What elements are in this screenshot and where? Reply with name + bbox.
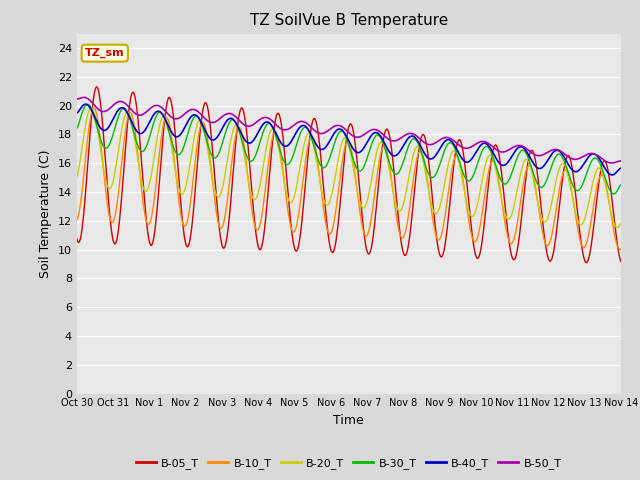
B-30_T bbox=[135, 145, 143, 151]
B-40_T bbox=[135, 130, 143, 136]
B-50_T bbox=[607, 160, 614, 166]
B-10_T bbox=[73, 217, 81, 223]
B-40_T bbox=[548, 151, 556, 157]
B-40_T bbox=[282, 144, 289, 149]
B-10_T bbox=[607, 206, 614, 212]
B-30_T bbox=[607, 188, 614, 194]
B-10_T bbox=[305, 138, 313, 144]
B-20_T bbox=[73, 174, 81, 180]
X-axis label: Time: Time bbox=[333, 414, 364, 427]
B-50_T bbox=[282, 127, 289, 133]
B-20_T bbox=[305, 131, 313, 136]
B-30_T bbox=[282, 161, 289, 167]
B-20_T bbox=[617, 220, 625, 226]
B-20_T bbox=[548, 200, 556, 205]
B-40_T bbox=[617, 166, 625, 171]
B-05_T bbox=[135, 128, 143, 133]
B-40_T bbox=[608, 172, 616, 178]
B-30_T bbox=[305, 129, 313, 135]
B-50_T bbox=[305, 122, 313, 128]
B-05_T bbox=[548, 256, 556, 262]
B-10_T bbox=[617, 246, 625, 252]
B-50_T bbox=[80, 95, 88, 100]
Title: TZ SoilVue B Temperature: TZ SoilVue B Temperature bbox=[250, 13, 448, 28]
B-30_T bbox=[84, 101, 92, 107]
B-20_T bbox=[135, 165, 143, 170]
B-50_T bbox=[135, 112, 143, 118]
Line: B-50_T: B-50_T bbox=[77, 97, 621, 163]
B-10_T bbox=[282, 190, 289, 195]
B-40_T bbox=[168, 129, 175, 134]
B-20_T bbox=[282, 186, 289, 192]
B-30_T bbox=[610, 191, 618, 197]
Text: TZ_sm: TZ_sm bbox=[85, 48, 125, 58]
Line: B-40_T: B-40_T bbox=[77, 104, 621, 175]
B-50_T bbox=[73, 96, 81, 102]
B-40_T bbox=[607, 171, 614, 177]
B-20_T bbox=[87, 105, 95, 110]
B-30_T bbox=[548, 163, 556, 169]
B-50_T bbox=[608, 160, 616, 166]
B-20_T bbox=[607, 206, 614, 212]
Line: B-05_T: B-05_T bbox=[77, 87, 621, 263]
B-50_T bbox=[617, 158, 625, 164]
B-20_T bbox=[168, 142, 175, 148]
B-30_T bbox=[168, 138, 175, 144]
B-10_T bbox=[168, 132, 175, 138]
B-05_T bbox=[582, 260, 590, 265]
B-10_T bbox=[90, 105, 98, 111]
B-40_T bbox=[305, 128, 313, 134]
Y-axis label: Soil Temperature (C): Soil Temperature (C) bbox=[39, 149, 52, 278]
Line: B-20_T: B-20_T bbox=[77, 108, 621, 228]
B-05_T bbox=[617, 259, 625, 264]
Line: B-10_T: B-10_T bbox=[77, 108, 621, 250]
B-10_T bbox=[548, 233, 556, 239]
B-05_T bbox=[93, 84, 100, 90]
B-50_T bbox=[168, 114, 175, 120]
B-10_T bbox=[135, 163, 143, 168]
B-40_T bbox=[82, 101, 90, 107]
B-30_T bbox=[617, 182, 625, 188]
B-05_T bbox=[305, 140, 313, 146]
B-05_T bbox=[282, 161, 289, 167]
B-20_T bbox=[613, 225, 621, 230]
B-50_T bbox=[548, 147, 556, 153]
Line: B-30_T: B-30_T bbox=[77, 104, 621, 194]
B-10_T bbox=[616, 247, 624, 252]
B-05_T bbox=[607, 184, 614, 190]
B-40_T bbox=[73, 110, 81, 116]
B-05_T bbox=[168, 99, 175, 105]
Legend: B-05_T, B-10_T, B-20_T, B-30_T, B-40_T, B-50_T: B-05_T, B-10_T, B-20_T, B-30_T, B-40_T, … bbox=[131, 453, 566, 473]
B-30_T bbox=[73, 125, 81, 131]
B-05_T bbox=[73, 236, 81, 241]
